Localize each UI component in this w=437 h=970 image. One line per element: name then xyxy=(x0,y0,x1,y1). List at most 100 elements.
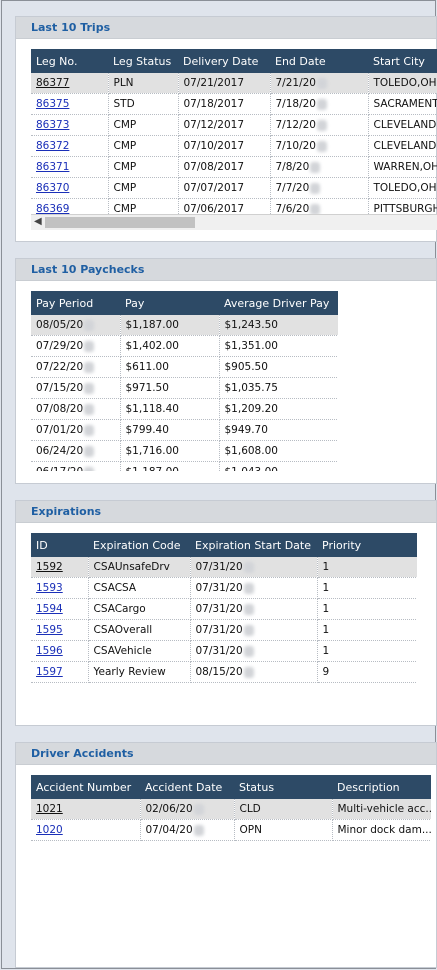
average-driver-pay-cell: $949.70 xyxy=(219,419,338,441)
redacted-year xyxy=(243,624,254,636)
leg-status-text: CMP xyxy=(113,203,137,215)
col-priority[interactable]: Priority xyxy=(317,533,417,557)
accident-number-cell: 1020 xyxy=(31,819,141,841)
accident-date-text: 07/04/20 xyxy=(145,824,193,836)
table-row[interactable]: 08/05/20 $1,187.00 $1,243.50 xyxy=(31,315,338,336)
col-leg-status[interactable]: Leg Status xyxy=(108,49,178,73)
redacted-year xyxy=(310,203,321,215)
accident-date-cell: 07/04/20 xyxy=(140,819,235,841)
col-average-driver-pay[interactable]: Average Driver Pay xyxy=(219,291,338,315)
accident-description-cell: Minor dock dam... xyxy=(332,819,431,841)
expirations-panel: Expirations ID Expiration Code Expiratio… xyxy=(15,500,437,726)
table-row[interactable]: 1593 CSACSA 07/31/20 1 xyxy=(31,577,417,599)
expiration-id-link[interactable]: 1593 xyxy=(36,582,63,594)
col-expiration-start-date[interactable]: Expiration Start Date xyxy=(190,533,317,557)
leg-no-link[interactable]: 86370 xyxy=(36,182,70,194)
start-city-text: TOLEDO,OH, xyxy=(373,182,437,194)
table-row[interactable]: 06/24/20 $1,716.00 $1,608.00 xyxy=(31,440,338,462)
redacted-year xyxy=(84,445,95,457)
redacted-year xyxy=(84,403,95,415)
table-row[interactable]: 07/01/20 $799.40 $949.70 xyxy=(31,419,338,441)
expiration-code-text: CSACargo xyxy=(93,603,146,615)
col-status[interactable]: Status xyxy=(234,775,332,799)
table-row[interactable]: 1021 02/06/20 CLD Multi-vehicle acc... xyxy=(31,799,431,820)
paychecks-panel: Last 10 Paychecks Pay Period Pay Average… xyxy=(15,258,437,484)
accident-description-cell: Multi-vehicle acc... xyxy=(332,799,431,820)
expiration-id-link[interactable]: 1592 xyxy=(36,561,63,573)
col-delivery-date[interactable]: Delivery Date xyxy=(178,49,270,73)
average-driver-pay-cell: $1,243.50 xyxy=(219,315,338,336)
table-row[interactable]: 1594 CSACargo 07/31/20 1 xyxy=(31,598,417,620)
expiration-start-date-cell: 07/31/20 xyxy=(190,577,318,599)
table-row[interactable]: 1596 CSAVehicle 07/31/20 1 xyxy=(31,640,417,662)
table-row[interactable]: 1020 07/04/20 OPN Minor dock dam... xyxy=(31,819,431,841)
expiration-id-link[interactable]: 1596 xyxy=(36,645,63,657)
priority-cell: 9 xyxy=(317,661,417,683)
scrollbar-thumb[interactable] xyxy=(45,217,195,228)
priority-text: 1 xyxy=(322,624,330,636)
table-row[interactable]: 07/29/20 $1,402.00 $1,351.00 xyxy=(31,335,338,357)
accident-number-link[interactable]: 1020 xyxy=(36,824,63,836)
leg-no-link[interactable]: 86377 xyxy=(36,77,70,89)
table-row[interactable]: 86377 PLN 07/21/2017 7/21/20 TOLEDO,OH, xyxy=(31,73,437,94)
pay-cell: $971.50 xyxy=(120,377,220,399)
col-leg-no[interactable]: Leg No. xyxy=(31,49,108,73)
table-row[interactable]: 06/17/20 $1,187.00 $1,043.00 xyxy=(31,461,338,471)
table-row[interactable]: 07/22/20 $611.00 $905.50 xyxy=(31,356,338,378)
leg-no-link[interactable]: 86375 xyxy=(36,98,70,110)
table-row[interactable]: 1592 CSAUnsafeDrv 07/31/20 1 xyxy=(31,557,417,578)
col-start-city[interactable]: Start City xyxy=(368,49,437,73)
trips-horizontal-scrollbar[interactable]: ◀ xyxy=(31,214,437,230)
col-accident-date[interactable]: Accident Date xyxy=(140,775,234,799)
pay-text: $971.50 xyxy=(125,382,169,394)
accidents-panel: Driver Accidents Accident Number Acciden… xyxy=(15,742,437,968)
accident-number-link[interactable]: 1021 xyxy=(36,803,63,815)
table-row[interactable]: 07/15/20 $971.50 $1,035.75 xyxy=(31,377,338,399)
expiration-id-cell: 1596 xyxy=(31,640,89,662)
delivery-date-text: 07/12/2017 xyxy=(183,119,245,131)
table-row[interactable]: 86371 CMP 07/08/2017 7/8/20 WARREN,OH xyxy=(31,156,437,178)
table-row[interactable]: 1597 Yearly Review 08/15/20 9 xyxy=(31,661,417,683)
end-date-text: 7/7/20 xyxy=(275,182,310,194)
table-row[interactable]: 07/08/20 $1,118.40 $1,209.20 xyxy=(31,398,338,420)
col-end-date[interactable]: End Date xyxy=(270,49,368,73)
expiration-code-cell: CSAVehicle xyxy=(88,640,191,662)
expiration-code-cell: CSACargo xyxy=(88,598,191,620)
paychecks-table: Pay Period Pay Average Driver Pay 08/05/… xyxy=(31,291,338,471)
col-pay-period[interactable]: Pay Period xyxy=(31,291,120,315)
redacted-year xyxy=(310,161,321,173)
expiration-start-date-cell: 07/31/20 xyxy=(190,557,318,578)
priority-cell: 1 xyxy=(317,577,417,599)
pay-period-text: 07/15/20 xyxy=(36,382,84,394)
delivery-date-text: 07/06/2017 xyxy=(183,203,245,215)
table-row[interactable]: 86370 CMP 07/07/2017 7/7/20 TOLEDO,OH, xyxy=(31,177,437,199)
leg-no-link[interactable]: 86372 xyxy=(36,140,70,152)
redacted-year xyxy=(193,824,204,836)
col-description[interactable]: Description xyxy=(332,775,431,799)
pay-period-cell: 08/05/20 xyxy=(31,315,121,336)
leg-status-text: STD xyxy=(113,98,135,110)
leg-no-link[interactable]: 86373 xyxy=(36,119,70,131)
table-row[interactable]: 86373 CMP 07/12/2017 7/12/20 CLEVELAND, xyxy=(31,114,437,136)
start-city-cell: TOLEDO,OH, xyxy=(368,73,437,94)
expiration-code-text: CSAOverall xyxy=(93,624,153,636)
col-id[interactable]: ID xyxy=(31,533,88,557)
leg-status-cell: CMP xyxy=(108,135,179,157)
col-pay[interactable]: Pay xyxy=(120,291,219,315)
col-expiration-code[interactable]: Expiration Code xyxy=(88,533,190,557)
expiration-id-link[interactable]: 1597 xyxy=(36,666,63,678)
leg-no-link[interactable]: 86369 xyxy=(36,203,70,215)
expiration-id-link[interactable]: 1595 xyxy=(36,624,63,636)
leg-no-link[interactable]: 86371 xyxy=(36,161,70,173)
table-row[interactable]: 1595 CSAOverall 07/31/20 1 xyxy=(31,619,417,641)
paychecks-grid: Pay Period Pay Average Driver Pay 08/05/… xyxy=(31,291,338,471)
redacted-year xyxy=(243,666,254,678)
average-driver-pay-cell: $1,608.00 xyxy=(219,440,338,462)
table-row[interactable]: 86375 STD 07/18/2017 7/18/20 SACRAMENT xyxy=(31,93,437,115)
col-accident-number[interactable]: Accident Number xyxy=(31,775,140,799)
pay-period-cell: 07/22/20 xyxy=(31,356,121,378)
scroll-left-icon[interactable]: ◀ xyxy=(34,216,42,227)
table-row[interactable]: 86372 CMP 07/10/2017 7/10/20 CLEVELAND, xyxy=(31,135,437,157)
expiration-id-link[interactable]: 1594 xyxy=(36,603,63,615)
expiration-start-date-text: 07/31/20 xyxy=(195,603,243,615)
